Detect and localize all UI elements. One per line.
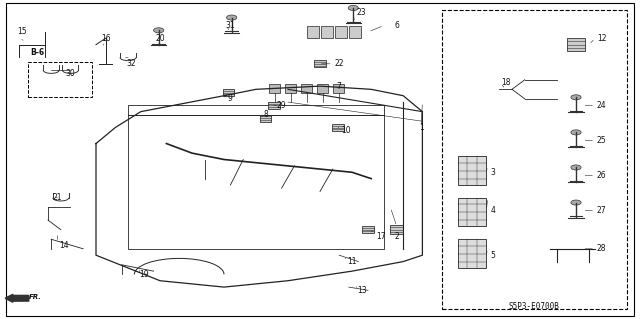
Text: 21: 21 (53, 193, 62, 202)
Text: 28: 28 (597, 244, 606, 253)
Text: 5: 5 (490, 251, 495, 260)
Circle shape (348, 5, 358, 11)
Bar (317, 84, 328, 93)
Text: 25: 25 (596, 136, 607, 145)
Text: 13: 13 (356, 286, 367, 295)
Text: 19: 19 (139, 270, 149, 279)
Bar (260, 115, 271, 122)
Bar (128, 105, 384, 249)
Text: 29: 29 (276, 101, 287, 110)
Bar (458, 198, 486, 226)
Bar (268, 102, 280, 109)
Text: 2: 2 (394, 232, 399, 241)
Text: 7: 7 (337, 82, 342, 91)
Text: 32: 32 (126, 59, 136, 68)
Bar (390, 225, 403, 234)
Text: S5P3-E0700B: S5P3-E0700B (509, 302, 560, 311)
Text: 10: 10 (340, 126, 351, 135)
Bar (223, 89, 234, 96)
Text: 6: 6 (394, 21, 399, 30)
Text: 31: 31 (225, 21, 236, 30)
Bar (349, 26, 361, 38)
Bar (269, 84, 280, 93)
Text: 30: 30 (65, 69, 76, 78)
Circle shape (571, 95, 581, 100)
Text: FR.: FR. (29, 294, 42, 300)
Text: 26: 26 (596, 171, 607, 180)
Bar (321, 26, 333, 38)
Text: 14: 14 (59, 241, 69, 250)
Text: 22: 22 (335, 59, 344, 68)
Text: 11: 11 (348, 257, 356, 266)
Bar (442, 10, 627, 309)
Text: 1: 1 (419, 123, 424, 132)
Circle shape (571, 165, 581, 170)
Circle shape (571, 130, 581, 135)
Bar (314, 60, 326, 67)
Bar (307, 26, 319, 38)
Text: 20: 20 (155, 34, 165, 43)
Text: 4: 4 (490, 206, 495, 215)
Bar (458, 239, 486, 268)
Circle shape (154, 28, 164, 33)
Bar (335, 26, 347, 38)
Bar (333, 84, 344, 93)
Bar (567, 38, 585, 51)
Circle shape (227, 15, 237, 20)
Text: 23: 23 (356, 8, 367, 17)
Text: 16: 16 (100, 34, 111, 43)
Bar (301, 84, 312, 93)
Text: 12: 12 (597, 34, 606, 43)
Text: 27: 27 (596, 206, 607, 215)
FancyArrow shape (5, 294, 29, 302)
Text: 15: 15 (17, 27, 28, 36)
Bar (332, 124, 344, 131)
Bar (285, 84, 296, 93)
Text: 18: 18 (501, 78, 510, 87)
Bar (458, 156, 486, 185)
Circle shape (571, 200, 581, 205)
Text: 9: 9 (228, 94, 233, 103)
Text: 8: 8 (263, 110, 268, 119)
Bar (362, 226, 374, 233)
Text: B-6: B-6 (31, 48, 45, 57)
Text: 3: 3 (490, 168, 495, 177)
Text: 17: 17 (376, 232, 386, 241)
Text: 24: 24 (596, 101, 607, 110)
